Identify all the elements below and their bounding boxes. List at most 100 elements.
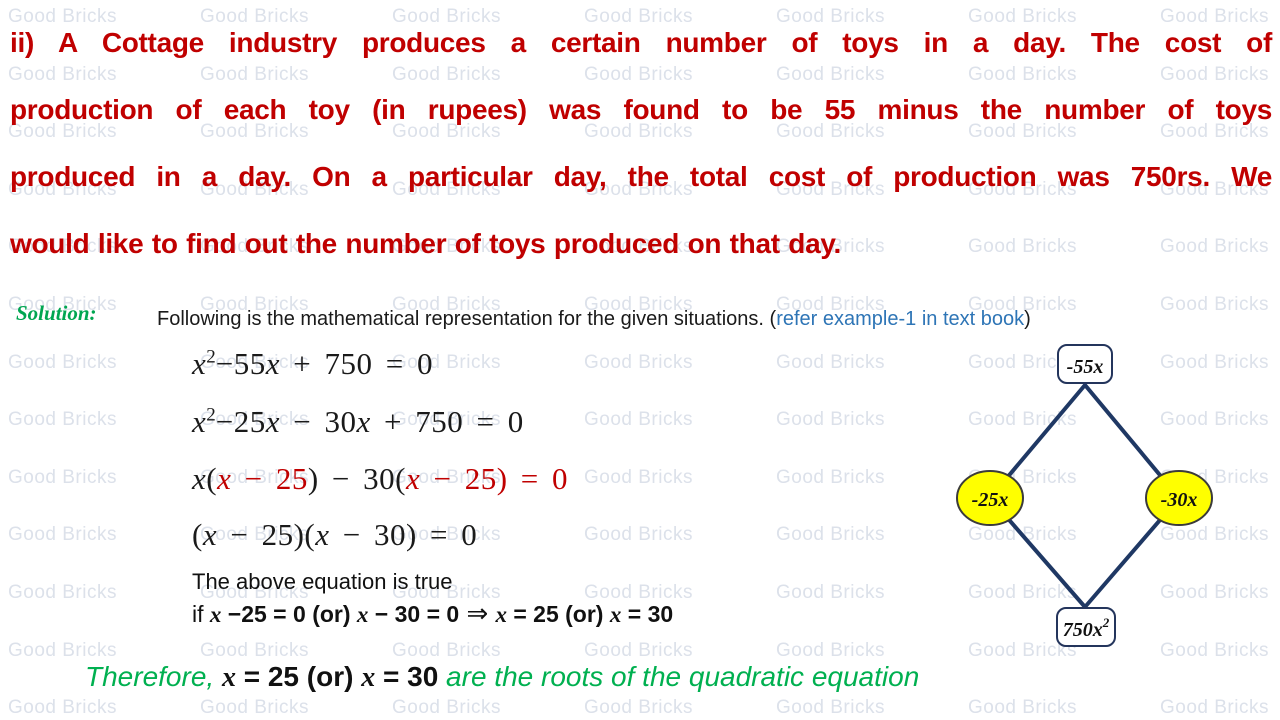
watermark-text: Good Bricks xyxy=(1160,582,1269,603)
bottom-term-superscript: 2 xyxy=(1102,615,1110,630)
text-segment: Therefore, xyxy=(85,661,222,692)
watermark-text: Good Bricks xyxy=(968,639,1077,661)
equation-4-roots-form: (x − 25)(x − 30) = 0 xyxy=(192,517,477,553)
watermark-text: Good Bricks xyxy=(8,582,117,603)
watermark-text: Good Bricks xyxy=(968,63,1077,85)
watermark-text: Good Bricks xyxy=(1160,236,1269,258)
watermark-text: Good Bricks xyxy=(584,466,693,488)
left-factor-ellipse xyxy=(956,470,1024,526)
watermark-text: Good Bricks xyxy=(392,294,501,315)
watermark-text: Good Bricks xyxy=(776,63,885,85)
watermark-text: Good Bricks xyxy=(776,524,885,546)
watermark-text: Good Bricks xyxy=(200,524,309,546)
watermark-text: Good Bricks xyxy=(8,6,117,27)
watermark-text: Good Bricks xyxy=(776,697,885,719)
watermark-text: Good Bricks xyxy=(584,524,693,546)
watermark-text: Good Bricks xyxy=(584,639,693,661)
problem-line-1: ii) A Cottage industry produces a certai… xyxy=(10,27,1272,58)
watermark-text: Good Bricks xyxy=(1160,63,1269,85)
watermark-text: Good Bricks xyxy=(392,6,501,27)
watermark-text: Good Bricks xyxy=(584,294,693,315)
watermark-text: Good Bricks xyxy=(392,236,501,258)
watermark-text: Good Bricks xyxy=(968,6,1077,27)
watermark-text: Good Bricks xyxy=(200,409,309,431)
watermark-text: Good Bricks xyxy=(584,178,693,200)
equation-1: x2−55x + 750 = 0 xyxy=(192,346,433,382)
watermark-text: Good Bricks xyxy=(584,121,693,143)
bottom-term-box xyxy=(1056,607,1116,647)
watermark-text: Good Bricks xyxy=(392,409,501,431)
text-segment: x( xyxy=(192,461,218,496)
refer-example-link[interactable]: refer example-1 in text book xyxy=(776,308,1025,330)
watermark-text: Good Bricks xyxy=(8,178,117,200)
top-term-label: -55x xyxy=(1067,356,1104,378)
watermark-text: Good Bricks xyxy=(776,236,885,258)
paren-open: ( xyxy=(769,308,777,330)
solution-intro-text: Following is the mathematical representa… xyxy=(157,308,770,330)
watermark-text: Good Bricks xyxy=(8,351,117,373)
bottom-term-label: 750x2 xyxy=(1063,615,1110,641)
watermark-text: Good Bricks xyxy=(392,524,501,546)
watermark-text: Good Bricks xyxy=(392,582,501,603)
watermark-text: Good Bricks xyxy=(776,6,885,27)
watermark-text: Good Bricks xyxy=(200,6,309,27)
left-factor-label: -25x xyxy=(972,489,1009,511)
watermark-text: Good Bricks xyxy=(968,121,1077,143)
watermark-text: Good Bricks xyxy=(584,697,693,719)
watermark-text: Good Bricks xyxy=(968,294,1077,315)
right-factor-label: -30x xyxy=(1161,489,1198,511)
watermark-text: Good Bricks xyxy=(776,409,885,431)
watermark-text: Good Bricks xyxy=(584,6,693,27)
problem-line-4: would like to find out the number of toy… xyxy=(10,228,842,259)
watermark-text: Good Bricks xyxy=(392,63,501,85)
watermark-text: Good Bricks xyxy=(584,582,693,603)
watermark-text: Good Bricks xyxy=(8,121,117,143)
watermark-text: Good Bricks xyxy=(968,236,1077,258)
watermark-text: Good Bricks xyxy=(1160,409,1269,431)
text-segment: x − 25 xyxy=(217,461,308,496)
watermark-text: Good Bricks xyxy=(8,639,117,661)
equation-2: x2−25x − 30x + 750 = 0 xyxy=(192,404,524,440)
watermark-text: Good Bricks xyxy=(8,294,117,315)
problem-line-3: produced in a day. On a particular day, … xyxy=(10,161,1272,192)
watermark-text: Good Bricks xyxy=(776,582,885,603)
explanation-line-2: if x −25 = 0 (or) x − 30 = 0 ⇒ x = 25 (o… xyxy=(192,598,673,629)
watermark-text: Good Bricks xyxy=(200,639,309,661)
right-factor-ellipse xyxy=(1145,470,1213,526)
text-segment: ) − 30( xyxy=(307,461,406,496)
text-segment: ⇒ xyxy=(459,598,496,628)
watermark-text: Good Bricks xyxy=(200,236,309,258)
solution-intro: Following is the mathematical representa… xyxy=(157,308,1031,331)
watermark-text: Good Bricks xyxy=(1160,697,1269,719)
watermark-text: Good Bricks xyxy=(584,236,693,258)
text-segment: if xyxy=(192,601,210,627)
watermark-text: Good Bricks xyxy=(584,351,693,373)
text-segment: x = 25 (or) x = 30 xyxy=(495,601,674,627)
watermark-text: Good Bricks xyxy=(8,63,117,85)
watermark-text: Good Bricks xyxy=(584,409,693,431)
watermark-text: Good Bricks xyxy=(1160,121,1269,143)
watermark-text: Good Bricks xyxy=(968,697,1077,719)
watermark-text: Good Bricks xyxy=(392,466,501,488)
text-segment: are the roots of the quadratic equation xyxy=(438,661,920,692)
watermark-text: Good Bricks xyxy=(392,697,501,719)
watermark-text: Good Bricks xyxy=(200,63,309,85)
watermark-text: Good Bricks xyxy=(200,294,309,315)
watermark-text: Good Bricks xyxy=(200,466,309,488)
equation-3-factored: x(x − 25) − 30(x − 25) = 0 xyxy=(192,461,568,497)
watermark-text: Good Bricks xyxy=(1160,524,1269,546)
explanation-line-1: The above equation is true xyxy=(192,569,453,594)
watermark-text: Good Bricks xyxy=(776,178,885,200)
watermark-text: Good Bricks xyxy=(776,294,885,315)
watermark-text: Good Bricks xyxy=(968,351,1077,373)
watermark-text: Good Bricks xyxy=(200,121,309,143)
watermark-text: Good Bricks xyxy=(8,466,117,488)
top-term-box xyxy=(1057,344,1113,384)
watermark-text: Good Bricks xyxy=(200,582,309,603)
watermark-text: Good Bricks xyxy=(1160,639,1269,661)
text-segment: x2−25x − 30x + 750 = 0 xyxy=(192,404,524,439)
watermark-text: Good Bricks xyxy=(776,639,885,661)
watermark-text: Good Bricks xyxy=(776,351,885,373)
watermark-text: Good Bricks xyxy=(8,236,117,258)
watermark-text: Good Bricks xyxy=(392,639,501,661)
